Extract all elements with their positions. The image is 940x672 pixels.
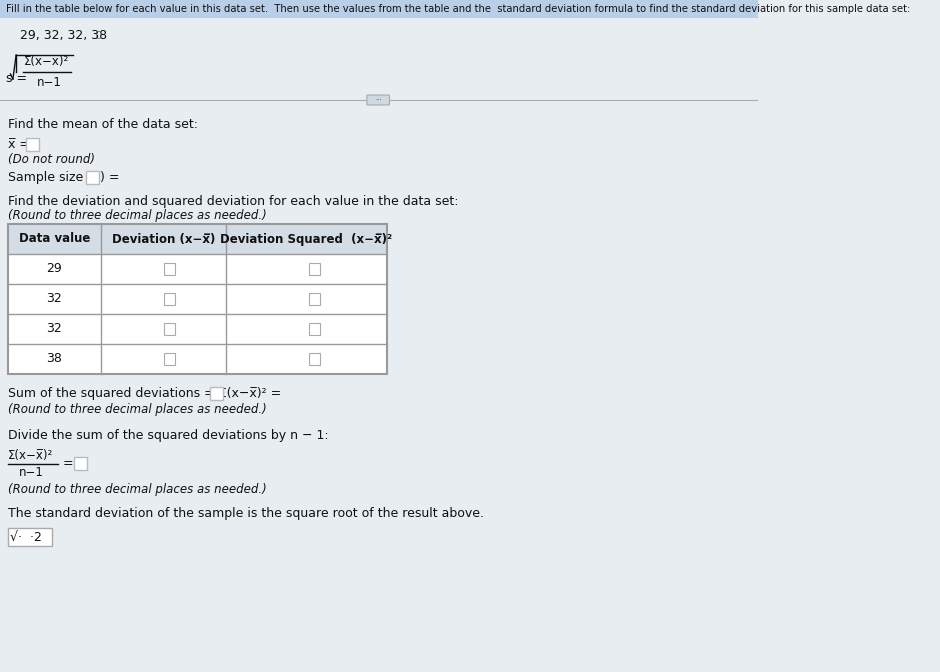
Text: Deviation (x−x̅): Deviation (x−x̅): [112, 233, 215, 245]
Text: Find the deviation and squared deviation for each value in the data set:: Find the deviation and squared deviation…: [8, 196, 459, 208]
Bar: [86, 171, 100, 184]
Text: The standard deviation of the sample is the square root of the result above.: The standard deviation of the sample is …: [8, 507, 484, 521]
Text: ⬜: ⬜: [95, 30, 101, 40]
Text: Sum of the squared deviations = Σ(x−x̅)² =: Sum of the squared deviations = Σ(x−x̅)²…: [8, 388, 281, 401]
Bar: [25, 138, 39, 151]
Text: n−1: n−1: [37, 75, 62, 89]
Bar: [309, 263, 321, 275]
Bar: [74, 457, 87, 470]
Text: Data value: Data value: [19, 233, 90, 245]
Bar: [309, 293, 321, 305]
Bar: [309, 353, 321, 365]
Text: 32: 32: [47, 292, 62, 306]
Bar: [164, 263, 175, 275]
Text: (Round to three decimal places as needed.): (Round to three decimal places as needed…: [8, 403, 267, 417]
Text: ···: ···: [375, 97, 382, 103]
Bar: [8, 224, 387, 374]
Text: Fill in the table below for each value in this data set.  Then use the values fr: Fill in the table below for each value i…: [7, 4, 911, 14]
Text: Deviation Squared  (x−x̅)²: Deviation Squared (x−x̅)²: [220, 233, 393, 245]
Text: (Round to three decimal places as needed.): (Round to three decimal places as needed…: [8, 483, 267, 497]
Text: Sample size (n) =: Sample size (n) =: [8, 171, 119, 185]
Text: 38: 38: [46, 353, 62, 366]
Bar: [8, 224, 387, 254]
Bar: [164, 353, 175, 365]
Text: Σ(x−x̅)²: Σ(x−x̅)²: [24, 56, 70, 69]
Text: n−1: n−1: [20, 466, 44, 478]
Text: Divide the sum of the squared deviations by n − 1:: Divide the sum of the squared deviations…: [8, 429, 329, 442]
Text: Σ(x−x̅)²: Σ(x−x̅)²: [8, 450, 54, 462]
Text: =: =: [63, 458, 73, 470]
Text: √·  ·2: √· ·2: [10, 530, 42, 544]
Text: 29: 29: [47, 263, 62, 276]
Bar: [210, 387, 223, 400]
Bar: [164, 323, 175, 335]
Bar: [8, 528, 53, 546]
FancyBboxPatch shape: [367, 95, 389, 105]
Text: x̅ =: x̅ =: [8, 138, 30, 151]
Text: 32: 32: [47, 323, 62, 335]
Bar: [164, 293, 175, 305]
Bar: [0, 0, 758, 18]
Text: 29, 32, 32, 38: 29, 32, 32, 38: [20, 28, 107, 42]
Bar: [8, 224, 387, 374]
Text: (Do not round): (Do not round): [8, 153, 95, 167]
Text: (Round to three decimal places as needed.): (Round to three decimal places as needed…: [8, 210, 267, 222]
Text: s =: s =: [7, 71, 27, 85]
Text: Find the mean of the data set:: Find the mean of the data set:: [8, 118, 198, 132]
Bar: [309, 323, 321, 335]
